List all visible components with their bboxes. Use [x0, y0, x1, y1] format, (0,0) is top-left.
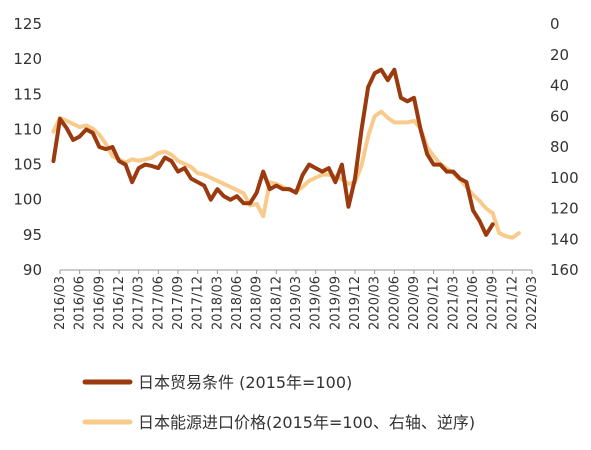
legend-label: 日本能源进口价格(2015年=100、右轴、逆序): [138, 413, 475, 432]
x-tick-label: 2021/12: [505, 276, 520, 330]
right-axis-tick-label: 100: [550, 169, 579, 187]
x-tick-label: 2016/12: [112, 276, 127, 330]
right-axis-tick-label: 40: [550, 77, 569, 95]
x-tick-label: 2021/03: [446, 276, 461, 330]
right-axis-tick-label: 120: [550, 200, 579, 218]
left-axis-tick-label: 90: [23, 261, 42, 279]
x-tick-label: 2018/06: [230, 276, 245, 330]
x-tick-label: 2021/06: [466, 276, 481, 330]
left-axis-tick-label: 105: [13, 156, 42, 174]
x-tick-label: 2017/12: [191, 276, 206, 330]
x-tick-label: 2019/03: [289, 276, 304, 330]
x-tick-label: 2016/06: [73, 276, 88, 330]
series-line-energy-import-price: [51, 109, 521, 240]
x-tick-label: 2019/09: [328, 276, 343, 330]
right-axis-tick-label: 60: [550, 107, 569, 125]
x-tick-label: 2018/03: [210, 276, 225, 330]
x-tick-label: 2020/03: [368, 276, 383, 330]
x-tick-label: 2016/09: [92, 276, 107, 330]
x-tick-label: 2021/09: [486, 276, 501, 330]
left-axis-tick-label: 115: [13, 85, 42, 103]
right-axis-tick-label: 20: [550, 46, 569, 64]
x-tick-label: 2022/03: [525, 276, 540, 330]
right-axis-tick-label: 160: [550, 261, 579, 279]
x-tick-label: 2020/09: [407, 276, 422, 330]
left-axis-tick-label: 110: [13, 120, 42, 138]
x-tick-label: 2016/03: [53, 276, 68, 330]
x-tick-label: 2018/12: [269, 276, 284, 330]
left-axis-tick-label: 100: [13, 191, 42, 209]
right-axis-tick-label: 140: [550, 230, 579, 248]
x-tick-label: 2018/09: [250, 276, 265, 330]
x-tick-label: 2017/03: [132, 276, 147, 330]
x-tick-label: 2017/06: [151, 276, 166, 330]
series-line-trade-terms: [51, 67, 495, 237]
x-tick-label: 2020/12: [427, 276, 442, 330]
x-tick-label: 2017/09: [171, 276, 186, 330]
left-axis-tick-label: 95: [23, 226, 42, 244]
left-axis-tick-label: 120: [13, 50, 42, 68]
legend-label: 日本贸易条件 (2015年=100): [138, 373, 352, 392]
x-tick-label: 2019/12: [348, 276, 363, 330]
x-tick-label: 2020/06: [387, 276, 402, 330]
x-tick-label: 2019/06: [309, 276, 324, 330]
right-axis-tick-label: 80: [550, 138, 569, 156]
right-axis-tick-label: 0: [550, 15, 560, 33]
left-axis-tick-label: 125: [13, 15, 42, 33]
